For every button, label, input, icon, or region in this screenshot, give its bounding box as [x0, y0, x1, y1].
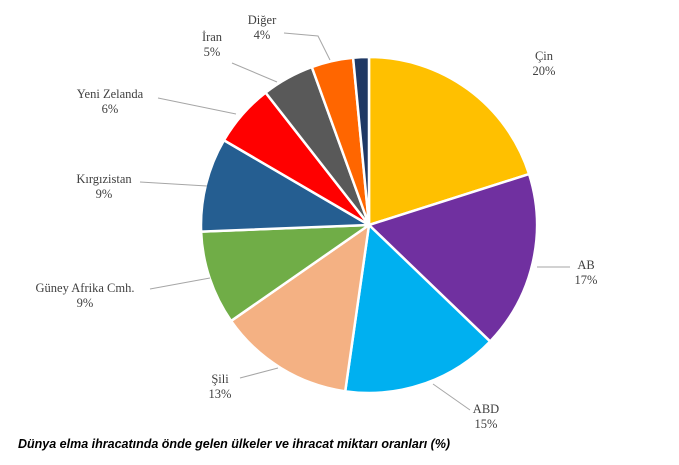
slice-category-label: ABD [473, 402, 499, 416]
slice-value-label: 9% [96, 187, 113, 201]
pie-slice-10 [351, 55, 371, 227]
slice-value-label: 5% [204, 45, 221, 59]
pie-slice-1 [367, 55, 531, 227]
slice-value-label: 17% [575, 273, 598, 287]
leader-line-8 [231, 62, 278, 83]
slice-value-label: 15% [475, 417, 498, 430]
slice-category-label: Şili [211, 372, 229, 386]
slice-value-label: 13% [209, 387, 232, 401]
leader-line-6 [139, 181, 208, 187]
slice-value-label: 4% [254, 28, 271, 42]
slice-category-label: Güney Afrika Cmh. [36, 281, 135, 295]
slice-value-label: 9% [77, 296, 94, 310]
slice-category-label: Kırgızistan [76, 172, 132, 186]
pie-slice-2 [367, 172, 539, 343]
leader-line-9 [283, 32, 331, 61]
leader-line-4 [239, 367, 279, 379]
pie-slice-6 [199, 138, 371, 233]
slice-category-label: AB [577, 258, 594, 272]
pie-slice-3 [343, 223, 492, 395]
pie-slices [199, 55, 539, 395]
slice-category-label: Yeni Zelanda [77, 87, 144, 101]
leader-line-5 [149, 277, 211, 290]
slice-category-label: Çin [535, 49, 554, 63]
slice-category-label: Diğer [248, 13, 277, 27]
slice-category-label: İran [202, 30, 223, 44]
leader-line-3 [432, 383, 471, 411]
leader-line-7 [157, 97, 237, 115]
chart-caption: Dünya elma ihracatında önde gelen ülkele… [18, 437, 451, 451]
leader-lines [139, 32, 570, 411]
slice-value-label: 20% [533, 64, 556, 78]
pie-slice-4 [229, 223, 371, 393]
slice-value-label: 6% [102, 102, 119, 116]
